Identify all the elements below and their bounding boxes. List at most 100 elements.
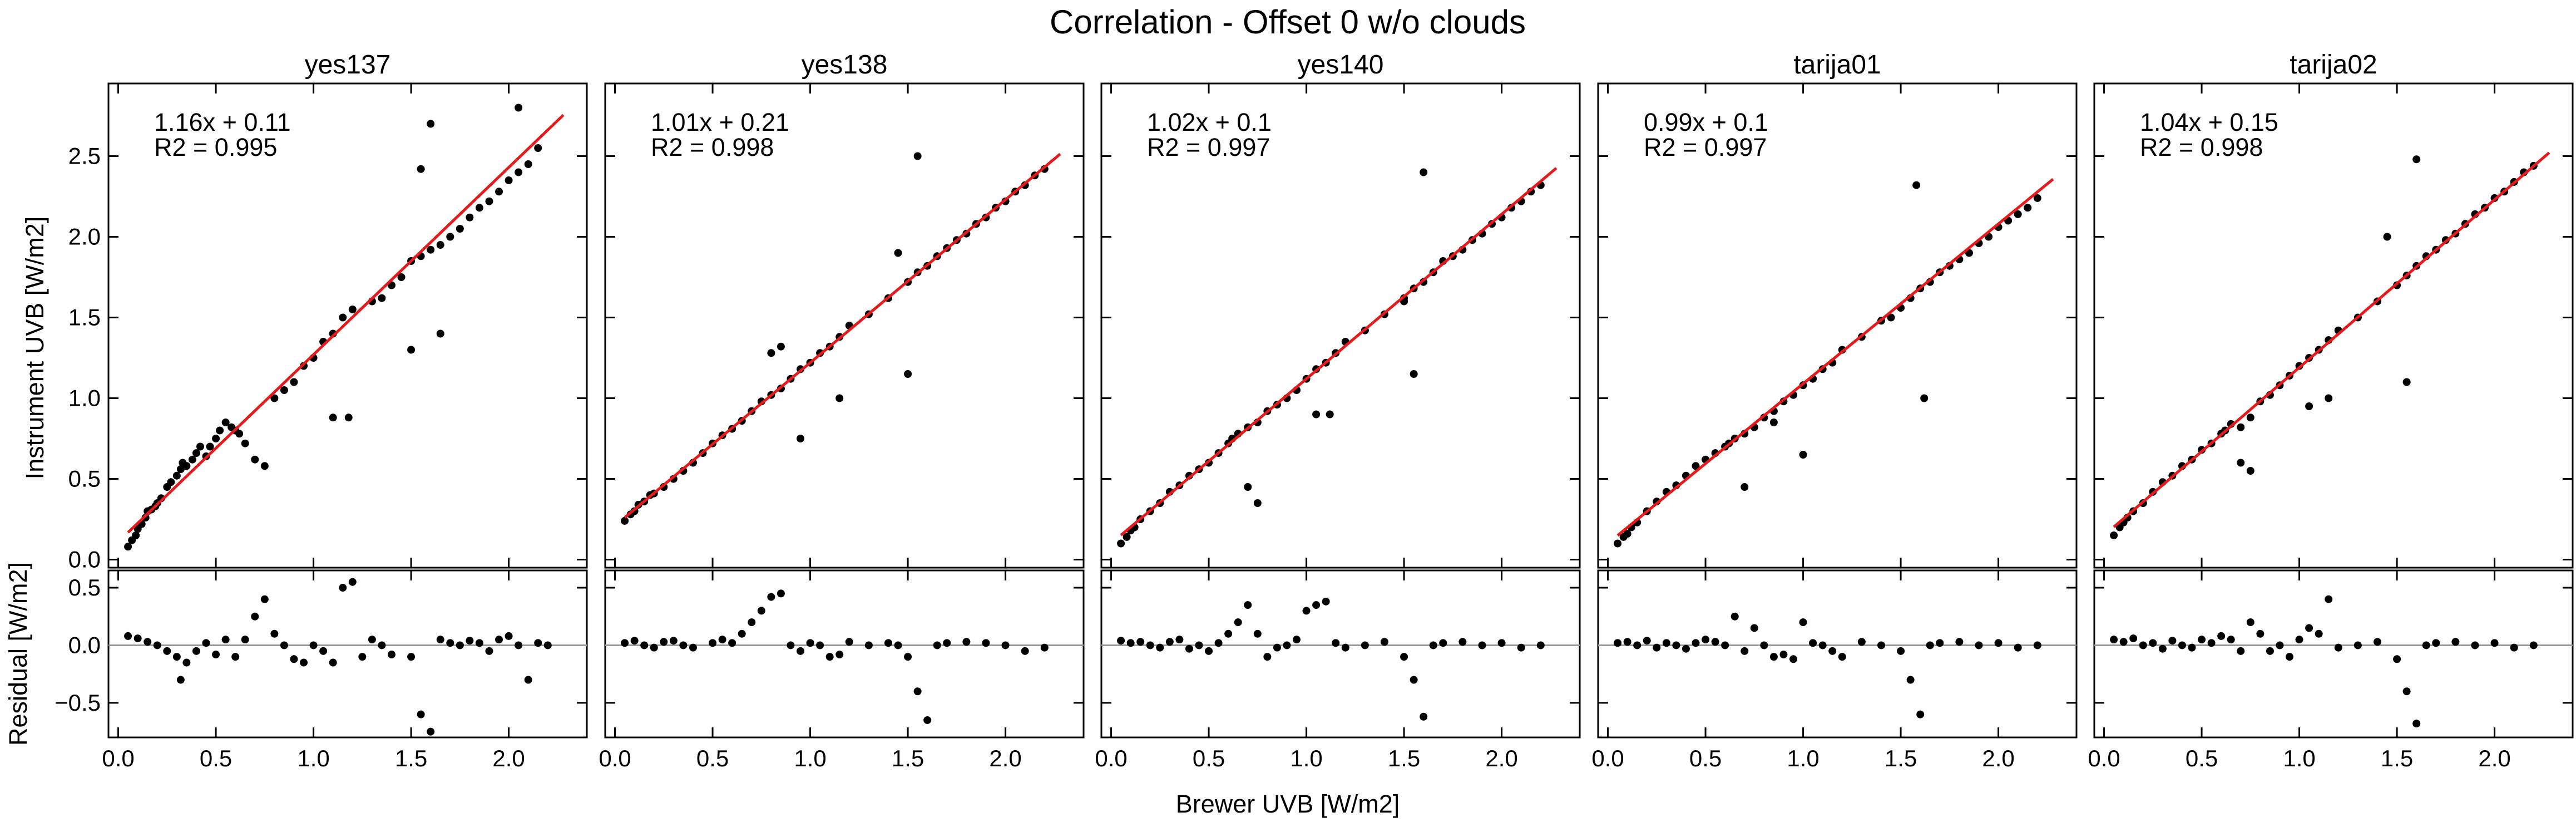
residual-point: [2334, 643, 2342, 652]
residual-point: [1205, 647, 1213, 655]
residual-point: [2168, 637, 2177, 645]
residual-point: [1682, 644, 1690, 653]
data-point: [913, 152, 922, 160]
residual-point: [2325, 595, 2333, 603]
x-tick-label: 1.5: [395, 745, 427, 771]
residual-point: [1877, 641, 1885, 649]
data-point: [456, 225, 464, 233]
residual-point: [1195, 641, 1203, 649]
residual-point: [436, 636, 444, 644]
data-point: [1741, 483, 1749, 491]
residual-point: [1517, 643, 1525, 652]
residual-point: [241, 636, 249, 644]
residual-point: [1478, 641, 1486, 649]
residual-point: [2149, 639, 2157, 647]
residual-point: [787, 641, 795, 649]
residual-point: [1721, 641, 1729, 649]
x-tick-label: 0.5: [696, 745, 729, 771]
residual-point: [2490, 639, 2499, 647]
data-point: [1420, 168, 1428, 176]
residual-point: [1614, 639, 1622, 647]
residual-point: [2033, 641, 2041, 649]
data-point: [2246, 414, 2254, 422]
data-point: [251, 455, 259, 464]
residual-point: [777, 589, 785, 598]
fit-line: [127, 114, 565, 534]
data-point: [1123, 533, 1131, 541]
residual-point: [1273, 643, 1281, 652]
residual-point: [2286, 653, 2294, 661]
fit-equation-label: 1.01x + 0.21: [651, 108, 789, 136]
residual-point: [319, 647, 328, 655]
x-tick-label: 2.0: [989, 745, 1021, 771]
residual-axes-frame: [1597, 569, 2078, 739]
residual-point: [172, 653, 181, 661]
data-point: [196, 442, 204, 451]
data-point: [167, 478, 175, 486]
residual-point: [358, 653, 367, 661]
x-tick-label: 1.5: [892, 745, 924, 771]
residual-point: [2217, 632, 2226, 640]
residual-point: [1312, 601, 1321, 609]
data-point: [329, 414, 337, 422]
residual-point: [1750, 624, 1758, 632]
data-point: [1614, 539, 1622, 548]
residual-point: [933, 641, 941, 649]
panel-title: tarija01: [1793, 50, 1881, 80]
x-tick-label: 2.0: [492, 745, 525, 771]
data-point: [417, 165, 425, 173]
residual-point: [1975, 641, 1983, 649]
residual-point: [1936, 639, 1944, 647]
fit-equation-label: 1.16x + 0.11: [154, 108, 291, 136]
scatter-axes-frame: [107, 82, 588, 569]
data-point: [1912, 181, 1921, 189]
residual-point: [884, 639, 892, 647]
residual-point: [679, 641, 688, 649]
residual-point: [348, 578, 357, 586]
x-tick-label: 2.0: [1982, 745, 2014, 771]
data-point: [534, 144, 542, 152]
data-point: [427, 120, 435, 128]
x-tick-label: 0.5: [1193, 745, 1225, 771]
scatter-axes-frame: [1100, 82, 1581, 569]
y-tick-label: 0.5: [68, 466, 101, 492]
residual-point: [260, 595, 269, 603]
residual-point: [1332, 639, 1340, 647]
data-point: [1410, 370, 1418, 378]
residual-point: [1809, 639, 1817, 647]
residual-point: [1730, 612, 1739, 621]
residual-point: [913, 687, 922, 696]
x-tick-label: 2.0: [1485, 745, 1517, 771]
residual-point: [2529, 641, 2538, 649]
residual-point: [1916, 710, 1925, 718]
x-tick-label: 1.0: [1290, 745, 1322, 771]
data-point: [524, 160, 532, 168]
residual-point: [2353, 641, 2362, 649]
residual-point: [231, 653, 240, 661]
data-point: [192, 449, 200, 457]
data-point: [344, 414, 353, 422]
residual-point: [2422, 641, 2430, 649]
residual-point: [475, 639, 483, 647]
residual-point: [1380, 638, 1388, 646]
residual-point: [845, 638, 853, 646]
residual-point: [505, 632, 513, 640]
data-point: [1769, 419, 1778, 426]
residual-point: [757, 607, 765, 615]
data-point: [777, 342, 785, 351]
residual-point: [1643, 637, 1651, 645]
fit-equation-label: 1.04x + 0.15: [2140, 108, 2278, 136]
residual-point: [1779, 651, 1788, 659]
residual-point: [630, 637, 639, 645]
residual-point: [2315, 629, 2323, 638]
data-point: [835, 394, 844, 402]
residual-point: [864, 641, 873, 649]
residual-point: [339, 584, 347, 592]
data-point: [407, 346, 416, 354]
residual-point: [524, 676, 532, 684]
residual-point: [2451, 638, 2460, 646]
x-axis-label: Brewer UVB [W/m2]: [1176, 790, 1400, 818]
y-tick-label: 0.0: [68, 547, 101, 573]
data-point: [436, 329, 444, 338]
